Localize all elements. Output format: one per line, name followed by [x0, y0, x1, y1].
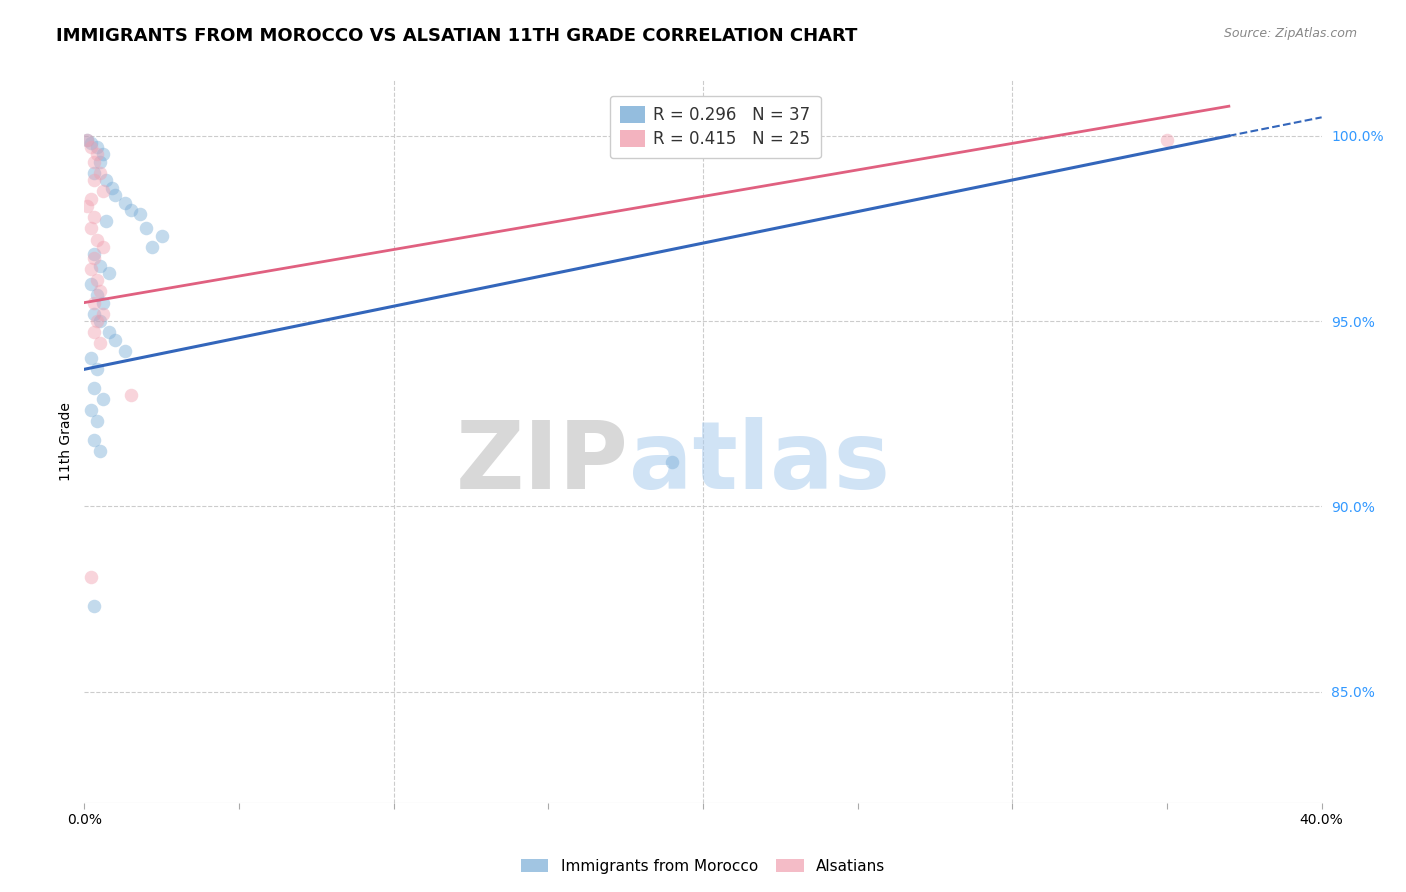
Text: ZIP: ZIP [456, 417, 628, 509]
Point [86, 140, 108, 154]
Point [86, 273, 108, 287]
Point [89, 166, 111, 180]
Y-axis label: 11th Grade: 11th Grade [59, 402, 73, 481]
Point [83, 295, 105, 310]
Point [91, 307, 114, 321]
Point [79, 136, 101, 151]
Point [79, 277, 101, 291]
Point [86, 233, 108, 247]
Point [1156, 132, 1178, 146]
Point [79, 351, 101, 366]
Point [104, 333, 127, 347]
Point [83, 599, 105, 614]
Point [89, 443, 111, 458]
Point [135, 221, 157, 235]
Legend: Immigrants from Morocco, Alsatians: Immigrants from Morocco, Alsatians [515, 853, 891, 880]
Point [101, 180, 124, 194]
Point [86, 147, 108, 161]
Point [120, 202, 142, 217]
Point [89, 285, 111, 299]
Point [79, 221, 101, 235]
Point [83, 211, 105, 225]
Point [94, 173, 117, 187]
Point [83, 381, 105, 395]
Point [91, 147, 114, 161]
Point [91, 295, 114, 310]
Text: atlas: atlas [628, 417, 890, 509]
Point [79, 403, 101, 417]
Point [91, 240, 114, 254]
Point [76, 132, 98, 146]
Point [150, 228, 173, 243]
Point [86, 288, 108, 302]
Point [83, 173, 105, 187]
Point [120, 388, 142, 402]
Point [104, 188, 127, 202]
Legend: R = 0.296   N = 37, R = 0.415   N = 25: R = 0.296 N = 37, R = 0.415 N = 25 [610, 95, 821, 158]
Point [98, 266, 121, 280]
Point [83, 247, 105, 261]
Point [89, 314, 111, 328]
Point [79, 192, 101, 206]
Point [114, 343, 136, 358]
Point [86, 414, 108, 428]
Point [83, 307, 105, 321]
Point [89, 154, 111, 169]
Point [114, 195, 136, 210]
Point [83, 325, 105, 339]
Point [86, 314, 108, 328]
Point [79, 140, 101, 154]
Point [91, 185, 114, 199]
Point [89, 259, 111, 273]
Point [83, 433, 105, 447]
Text: IMMIGRANTS FROM MOROCCO VS ALSATIAN 11TH GRADE CORRELATION CHART: IMMIGRANTS FROM MOROCCO VS ALSATIAN 11TH… [56, 27, 858, 45]
Point [76, 132, 98, 146]
Point [79, 570, 101, 584]
Point [76, 199, 98, 213]
Point [83, 166, 105, 180]
Point [94, 214, 117, 228]
Text: Source: ZipAtlas.com: Source: ZipAtlas.com [1223, 27, 1357, 40]
Point [141, 240, 163, 254]
Point [79, 262, 101, 277]
Point [98, 325, 121, 339]
Point [83, 251, 105, 265]
Point [83, 154, 105, 169]
Point [129, 207, 152, 221]
Point [661, 455, 683, 469]
Point [86, 362, 108, 376]
Point [89, 336, 111, 351]
Point [91, 392, 114, 406]
